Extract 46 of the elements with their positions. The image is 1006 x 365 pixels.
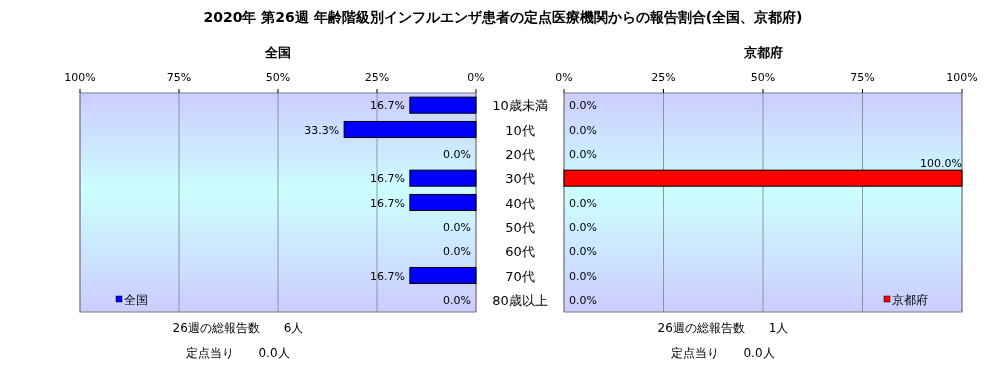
data-label: 100.0% xyxy=(920,157,962,171)
data-label: 0.0% xyxy=(569,123,597,137)
x-tick-label: 0% xyxy=(467,71,485,84)
y-tick-label: 60代 xyxy=(505,244,535,260)
data-label: 0.0% xyxy=(569,196,597,210)
y-tick-label: 50代 xyxy=(505,219,535,235)
data-label: 0.0% xyxy=(443,220,471,234)
x-tick-label: 25% xyxy=(651,71,676,84)
chart-title: 全国 xyxy=(264,45,291,60)
y-tick-label: 10代 xyxy=(505,122,535,138)
y-tick-label: 30代 xyxy=(505,171,535,187)
y-tick-label: 20代 xyxy=(505,146,535,162)
data-label: 16.7% xyxy=(369,172,405,186)
legend-label: 京都府 xyxy=(892,293,928,307)
data-label: 16.7% xyxy=(369,99,405,113)
text: 定点当り 0.0人 xyxy=(671,346,775,360)
data-label: 0.0% xyxy=(569,245,597,259)
x-tick-label: 25% xyxy=(364,71,390,84)
x-tick-label: 100% xyxy=(946,71,978,84)
x-tick-label: 50% xyxy=(750,71,776,84)
data-label: 0.0% xyxy=(443,245,471,259)
data-label: 16.7% xyxy=(369,196,405,210)
text: 26週の総報告数 1人 xyxy=(657,321,789,335)
data-label: 0.0% xyxy=(569,293,597,307)
data-label: 33.3% xyxy=(304,123,340,137)
x-tick-label: 100% xyxy=(64,71,96,84)
data-label: 0.0% xyxy=(569,220,597,234)
x-tick-label: 75% xyxy=(850,71,875,84)
y-tick-label: 70代 xyxy=(505,268,535,284)
data-label: 16.7% xyxy=(369,269,405,283)
data-label: 0.0% xyxy=(443,147,471,161)
data-label: 0.0% xyxy=(443,293,471,307)
y-tick-label: 40代 xyxy=(505,195,535,211)
data-label: 0.0% xyxy=(569,269,597,283)
text: 定点当り 0.0人 xyxy=(186,346,290,360)
data-label: 0.0% xyxy=(569,147,597,161)
x-tick-label: 50% xyxy=(265,71,291,84)
legend-label: 全国 xyxy=(124,293,148,307)
x-tick-label: 0% xyxy=(555,71,573,84)
text: 26週の総報告数 6人 xyxy=(172,321,304,335)
chart-title: 京都府 xyxy=(742,45,783,60)
text: 2020年 第26週 年齢階級別インフルエンザ患者の定点医療機関からの報告割合(全国、京都府) xyxy=(203,9,803,25)
x-tick-label: 75% xyxy=(166,71,192,84)
data-label: 0.0% xyxy=(569,99,597,113)
y-tick-label: 80歳以上 xyxy=(492,292,548,308)
y-tick-label: 10歳未満 xyxy=(492,98,548,114)
